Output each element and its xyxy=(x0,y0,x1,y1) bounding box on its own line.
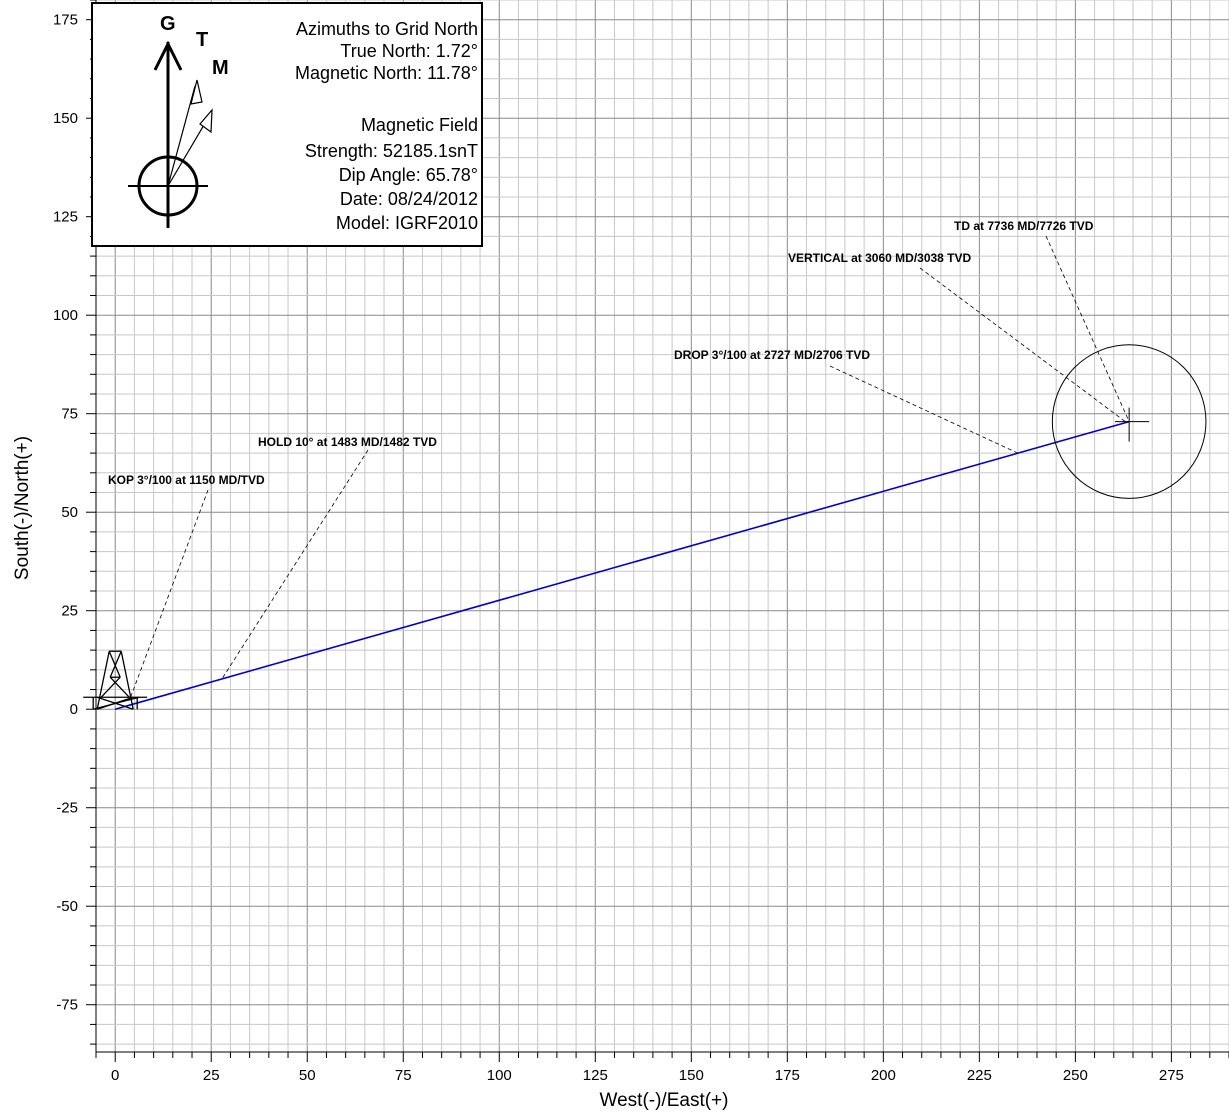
y-tick-label: 50 xyxy=(61,504,78,521)
rig-strut xyxy=(109,676,130,698)
x-tick-label: 0 xyxy=(111,1067,119,1084)
y-tick-label: 150 xyxy=(53,110,78,127)
legend-line: Magnetic Field xyxy=(361,115,478,135)
rig-strut xyxy=(109,650,122,678)
x-axis-title: West(-)/East(+) xyxy=(600,1090,729,1111)
series-layer xyxy=(114,344,1207,710)
annotation-label: VERTICAL at 3060 MD/3038 TVD xyxy=(788,251,972,265)
rig-strut xyxy=(96,696,134,710)
x-tick-label: 200 xyxy=(871,1067,896,1084)
legend-line: Dip Angle: 65.78° xyxy=(339,165,478,185)
x-tick-label: 50 xyxy=(299,1067,316,1084)
rig-strut xyxy=(96,651,110,710)
true-north-arrow-icon xyxy=(167,85,196,187)
y-tick-label: -50 xyxy=(56,898,78,915)
legend-line: Model: IGRF2010 xyxy=(336,213,478,233)
x-tick-label: 100 xyxy=(487,1067,512,1084)
annotation-label: TD at 7736 MD/7726 TVD xyxy=(954,219,1094,233)
legend-box xyxy=(91,2,483,247)
annotation-leader xyxy=(1045,235,1130,422)
legend-line: Date: 08/24/2012 xyxy=(340,189,478,209)
y-tick-label: 25 xyxy=(61,603,78,620)
y-tick-label: -25 xyxy=(56,800,78,817)
x-tick-label: 275 xyxy=(1159,1067,1184,1084)
rig-icon xyxy=(83,650,148,710)
annotation-leader xyxy=(919,267,1126,422)
true-north-letter: T xyxy=(196,29,208,51)
y-tick-label: -75 xyxy=(56,997,78,1014)
y-axis-title: South(-)/North(+) xyxy=(12,436,33,580)
legend-line: True North: 1.72° xyxy=(340,41,478,61)
x-tick-label: 150 xyxy=(679,1067,704,1084)
y-tick-label: 125 xyxy=(53,209,78,226)
grid-north-letter: G xyxy=(160,13,176,35)
x-tick-label: 25 xyxy=(203,1067,220,1084)
y-tick-label: 0 xyxy=(70,701,78,718)
wellpath-line xyxy=(114,420,1130,710)
x-tick-label: 175 xyxy=(775,1067,800,1084)
y-tick-label: 75 xyxy=(61,406,78,423)
x-tick-label: 225 xyxy=(967,1067,992,1084)
magnetic-north-arrowhead-icon xyxy=(199,108,213,134)
y-tick-label: 100 xyxy=(53,307,78,324)
legend-line: Magnetic North: 11.78° xyxy=(295,63,478,83)
rig-strut xyxy=(100,676,121,698)
annotation-label: KOP 3°/100 at 1150 MD/TVD xyxy=(108,473,265,487)
x-tick-label: 125 xyxy=(583,1067,608,1084)
annotation-leader xyxy=(130,489,209,698)
legend-line: Azimuths to Grid North xyxy=(296,19,478,39)
annotations-layer: KOP 3°/100 at 1150 MD/TVD HOLD 10° at 148… xyxy=(108,219,1130,698)
rig-strut xyxy=(120,651,134,710)
y-tick-label: 175 xyxy=(53,12,78,29)
annotation-label: HOLD 10° at 1483 MD/1482 TVD xyxy=(258,435,437,449)
x-tick-label: 250 xyxy=(1063,1067,1088,1084)
grid-north-arrowhead-icon xyxy=(153,40,183,71)
annotation-leader xyxy=(829,365,1018,454)
legend-line: Strength: 52185.1snT xyxy=(305,141,478,161)
annotation-leader xyxy=(222,449,369,678)
true-north-arrowhead-icon xyxy=(190,79,203,105)
x-tick-label: 75 xyxy=(395,1067,412,1084)
annotation-label: DROP 3°/100 at 2727 MD/2706 TVD xyxy=(674,348,870,362)
rig-strut xyxy=(108,650,121,678)
magnetic-north-letter: M xyxy=(212,57,229,79)
target-circle xyxy=(1051,344,1207,499)
